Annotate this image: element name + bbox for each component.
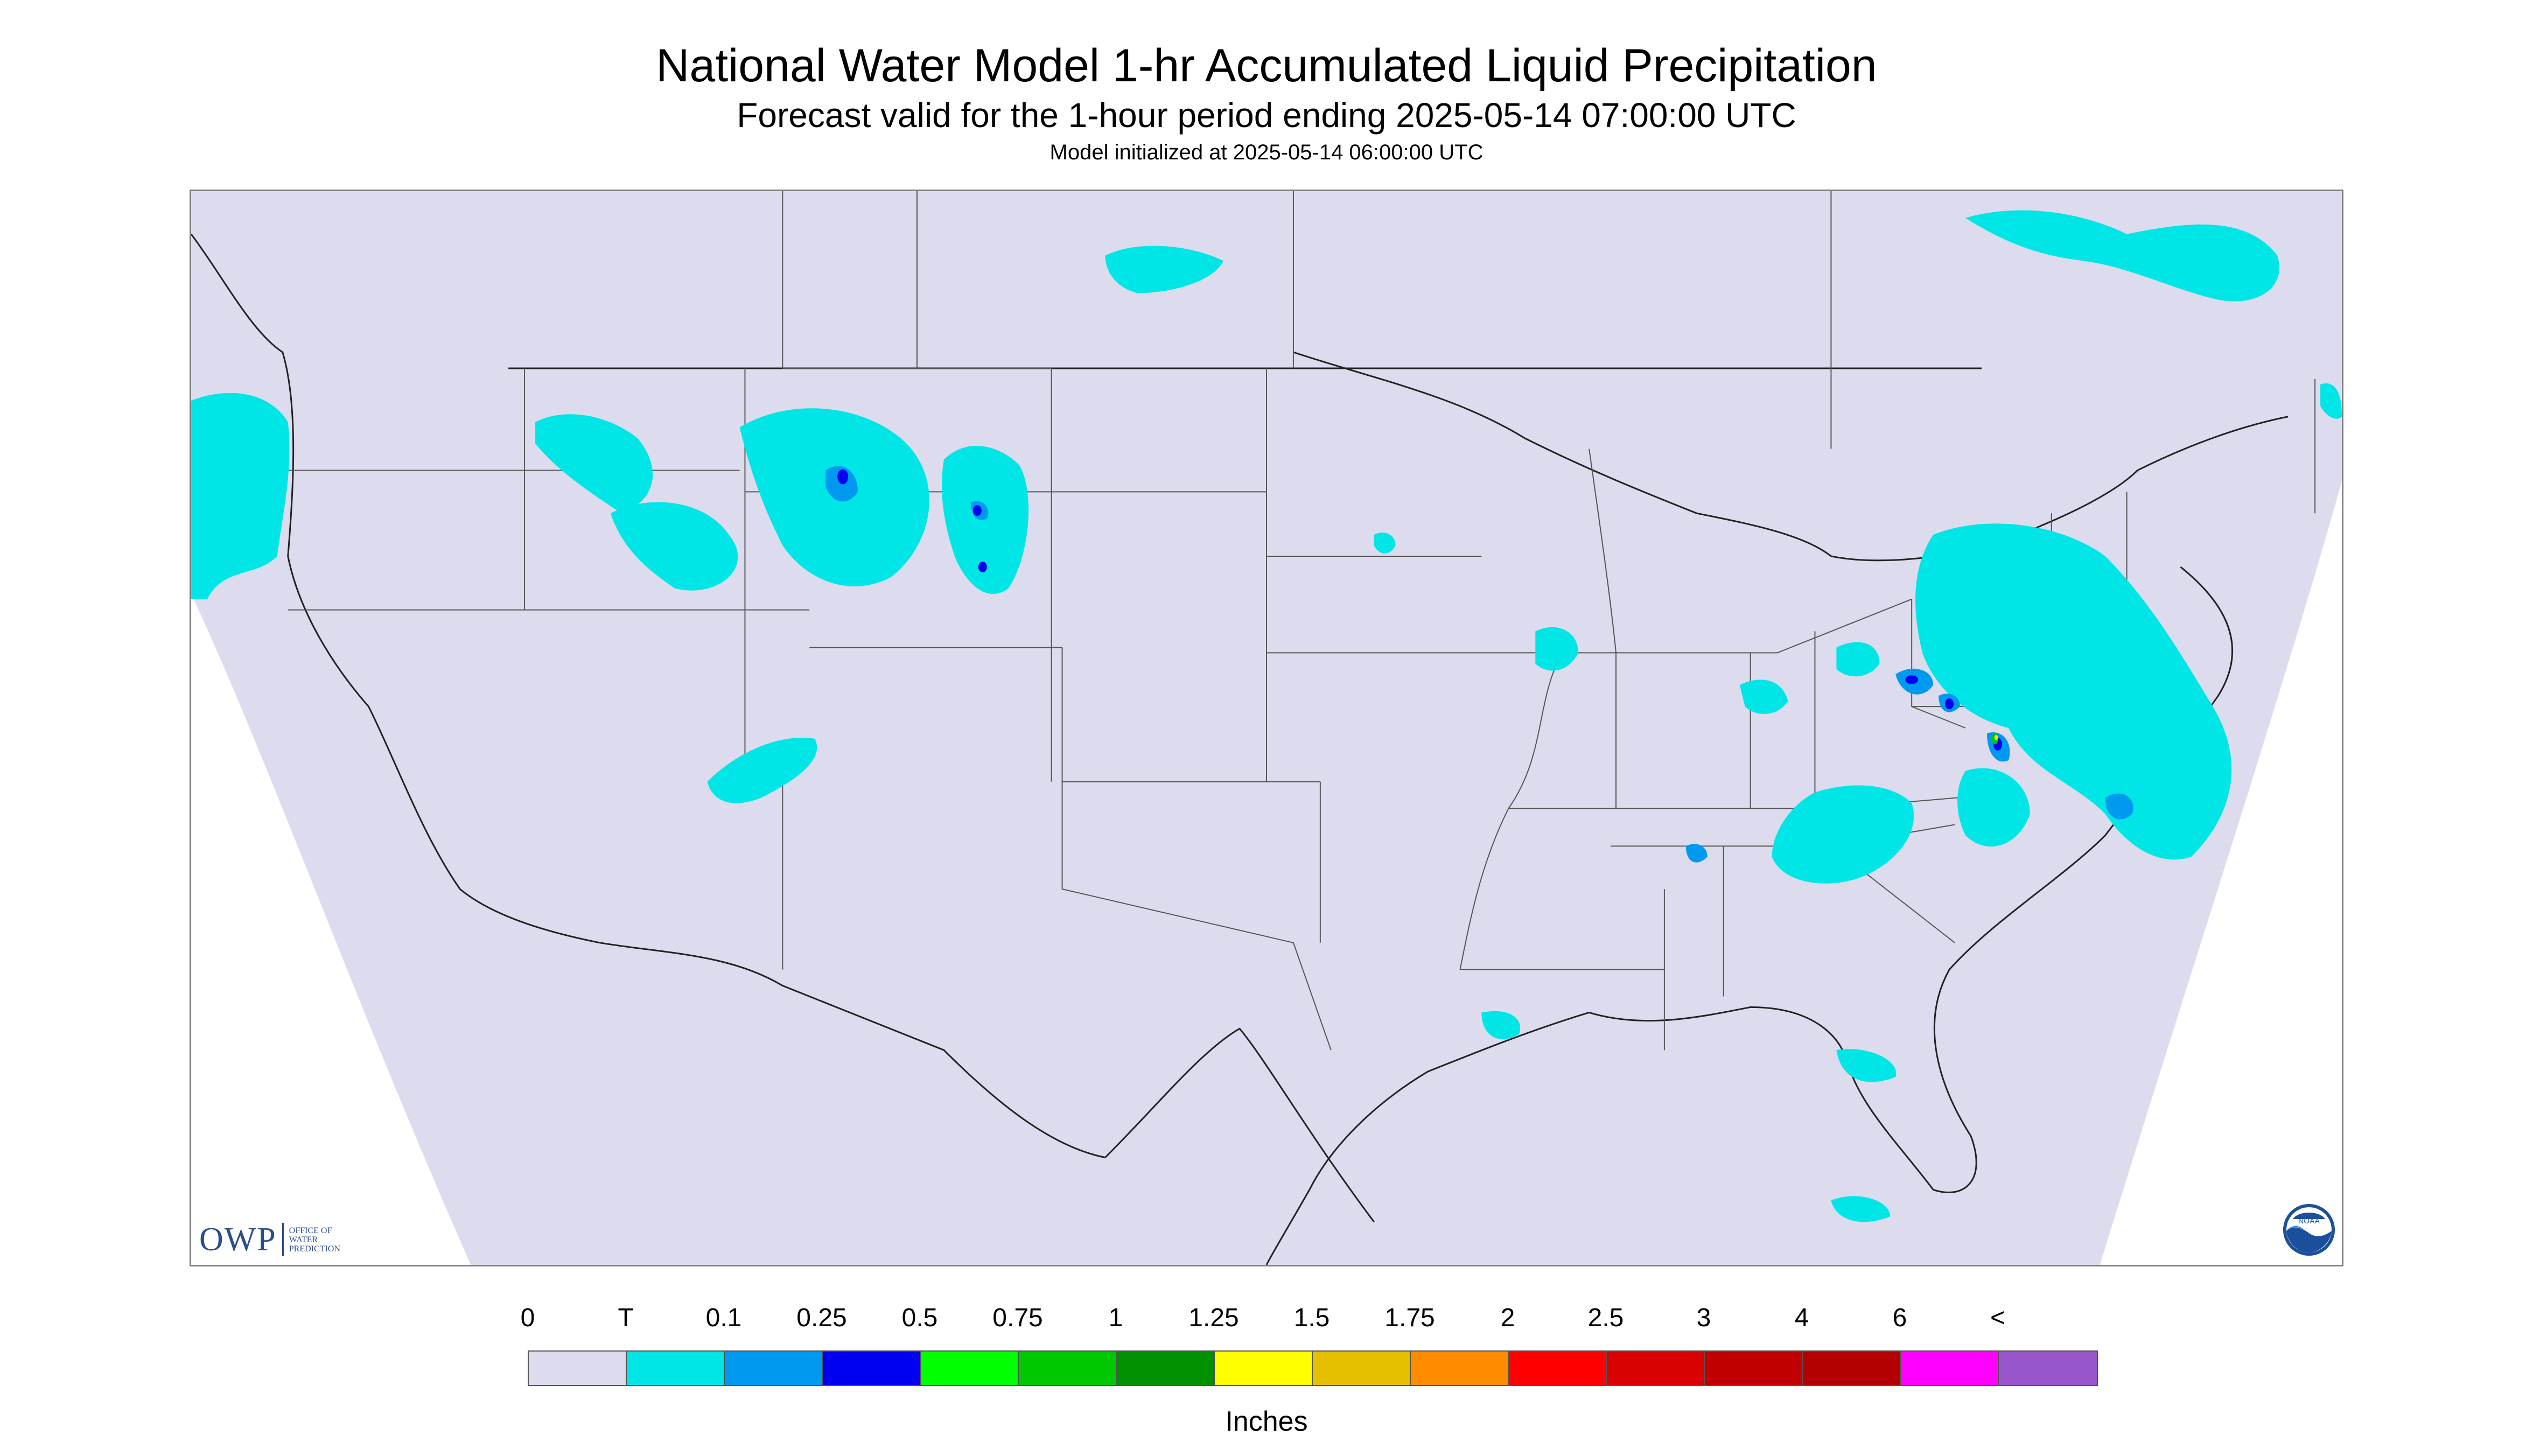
forecast-valid-subtitle: Forecast valid for the 1-hour period end… xyxy=(737,96,1796,135)
legend-label: 2.5 xyxy=(1587,1304,1624,1332)
legend-swatch xyxy=(1411,1352,1509,1385)
precip-heavier xyxy=(1991,733,1998,744)
legend-label: 4 xyxy=(1794,1304,1809,1332)
legend-label: 0.1 xyxy=(705,1304,742,1332)
legend-labels: 0 T 0.1 0.25 0.5 0.75 1 1.25 1.5 1.75 2 2.5 3 4 6 < xyxy=(0,1302,2533,1334)
precip-trace xyxy=(191,210,2342,1222)
legend-label: 2 xyxy=(1500,1304,1515,1332)
legend-color-bar xyxy=(528,1350,2098,1386)
legend-swatch xyxy=(921,1352,1019,1385)
legend-label: 6 xyxy=(1892,1304,1907,1332)
legend-label: 1.5 xyxy=(1293,1304,1330,1332)
legend-swatch xyxy=(1999,1352,2097,1385)
legend-swatch xyxy=(529,1352,627,1385)
legend-label: 1 xyxy=(1108,1304,1123,1332)
svg-text:NOAA: NOAA xyxy=(2298,1216,2320,1225)
legend-swatch xyxy=(627,1352,725,1385)
map-title: National Water Model 1-hr Accumulated Li… xyxy=(656,40,1877,92)
owp-logo: OWP OFFICE OF WATER PREDICTION xyxy=(199,1218,340,1261)
legend-swatch xyxy=(1509,1352,1607,1385)
legend-swatch xyxy=(1705,1352,1803,1385)
legend-swatch xyxy=(1803,1352,1901,1385)
owp-logo-divider xyxy=(282,1223,284,1256)
legend-label: 0.5 xyxy=(901,1304,938,1332)
legend-label: 0.25 xyxy=(796,1304,847,1332)
legend-swatch xyxy=(823,1352,921,1385)
model-init-line: Model initialized at 2025-05-14 06:00:00… xyxy=(1049,141,1484,164)
precipitation-map[interactable] xyxy=(190,190,2343,1266)
precip-moderate xyxy=(837,469,2002,751)
legend-swatch xyxy=(1117,1352,1215,1385)
legend-label: 1.25 xyxy=(1188,1304,1239,1332)
legend-label: 0 xyxy=(520,1304,535,1332)
precip-light xyxy=(825,466,2133,863)
precipitation-map-svg xyxy=(191,191,2342,1265)
legend-swatch xyxy=(725,1352,823,1385)
legend-label: 3 xyxy=(1696,1304,1711,1332)
legend-units: Inches xyxy=(1225,1406,1308,1437)
legend-swatch xyxy=(1901,1352,1999,1385)
legend-label: < xyxy=(1990,1304,2006,1332)
owp-logo-subtext: OFFICE OF WATER PREDICTION xyxy=(289,1226,340,1254)
legend-swatch xyxy=(1313,1352,1411,1385)
noaa-logo-icon: NOAA xyxy=(2283,1204,2335,1256)
legend-label: T xyxy=(618,1304,634,1332)
legend-swatch xyxy=(1607,1352,1705,1385)
legend-label: 0.75 xyxy=(992,1304,1043,1332)
legend-swatch xyxy=(1215,1352,1313,1385)
coastlines-and-borders xyxy=(191,233,2289,1265)
legend-swatch xyxy=(1019,1352,1117,1385)
owp-logo-text: OWP xyxy=(199,1221,277,1258)
legend-label: 1.75 xyxy=(1384,1304,1435,1332)
